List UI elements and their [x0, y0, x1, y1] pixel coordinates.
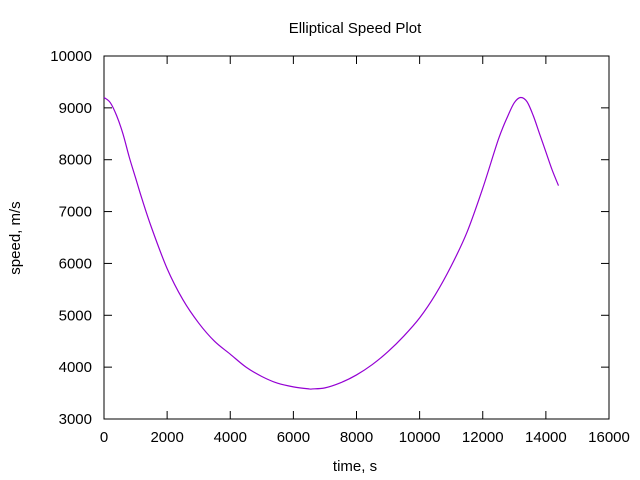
x-tick-label: 4000	[214, 429, 247, 446]
y-axis-ticks: 3000 4000 5000 6000 7000 8000 9000 10000	[50, 48, 609, 428]
plot-frame	[103, 55, 610, 420]
x-tick-label: 12000	[462, 429, 504, 446]
x-tick-label: 6000	[277, 429, 310, 446]
y-axis-label: speed, m/s	[7, 201, 24, 274]
speed-series-line	[103, 96, 560, 390]
y-tick-label: 5000	[59, 307, 92, 324]
x-tick-label: 2000	[150, 429, 183, 446]
y-tick-label: 4000	[59, 359, 92, 376]
x-tick-label: 16000	[588, 429, 630, 446]
series-layer	[103, 96, 560, 390]
x-tick-label: 10000	[399, 429, 441, 446]
y-tick-label: 8000	[59, 152, 92, 169]
y-tick-label: 9000	[59, 100, 92, 117]
x-axis-ticks: 0 2000 4000 6000 8000 10000 12000 14000 16000	[100, 56, 630, 446]
y-tick-label: 3000	[59, 411, 92, 428]
y-tick-label: 10000	[50, 48, 92, 65]
x-tick-label: 0	[100, 429, 108, 446]
x-tick-label: 8000	[340, 429, 373, 446]
chart-title: Elliptical Speed Plot	[289, 20, 422, 37]
x-tick-label: 14000	[525, 429, 567, 446]
y-tick-label: 6000	[59, 255, 92, 272]
y-tick-label: 7000	[59, 204, 92, 221]
x-axis-label: time, s	[333, 458, 377, 475]
